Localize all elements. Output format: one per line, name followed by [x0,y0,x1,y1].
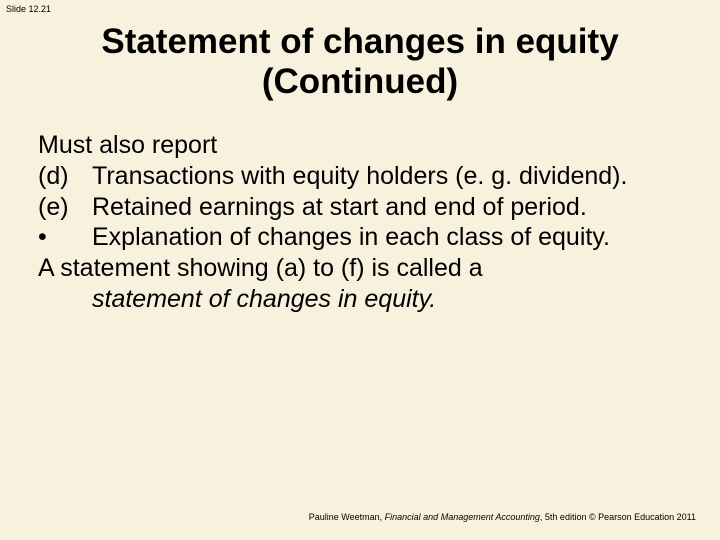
closing-line-2: statement of changes in equity. [38,284,682,315]
list-item: • Explanation of changes in each class o… [38,222,682,253]
footer-author: Pauline Weetman, [309,512,385,522]
list-item-text: Explanation of changes in each class of … [92,222,682,253]
list-item-label: (d) [38,161,92,192]
slide-title: Statement of changes in equity (Continue… [0,22,720,103]
footer-citation: Pauline Weetman, Financial and Managemen… [309,512,696,522]
list-item-label: (e) [38,192,92,223]
title-line-2: (Continued) [262,62,458,101]
list-item: (e) Retained earnings at start and end o… [38,192,682,223]
title-line-1: Statement of changes in equity [101,22,618,61]
footer-rest: , 5th edition © Pearson Education 2011 [540,512,696,522]
list-item-label: • [38,222,92,253]
body-text: Must also report (d) Transactions with e… [38,130,682,315]
body-intro: Must also report [38,130,682,161]
list-item-text: Retained earnings at start and end of pe… [92,192,682,223]
list-item: (d) Transactions with equity holders (e.… [38,161,682,192]
slide: Slide 12.21 Statement of changes in equi… [0,0,720,540]
list-item-text: Transactions with equity holders (e. g. … [92,161,682,192]
slide-number: Slide 12.21 [6,4,51,14]
closing-line-1: A statement showing (a) to (f) is called… [38,253,682,284]
footer-booktitle: Financial and Management Accounting [385,512,540,522]
